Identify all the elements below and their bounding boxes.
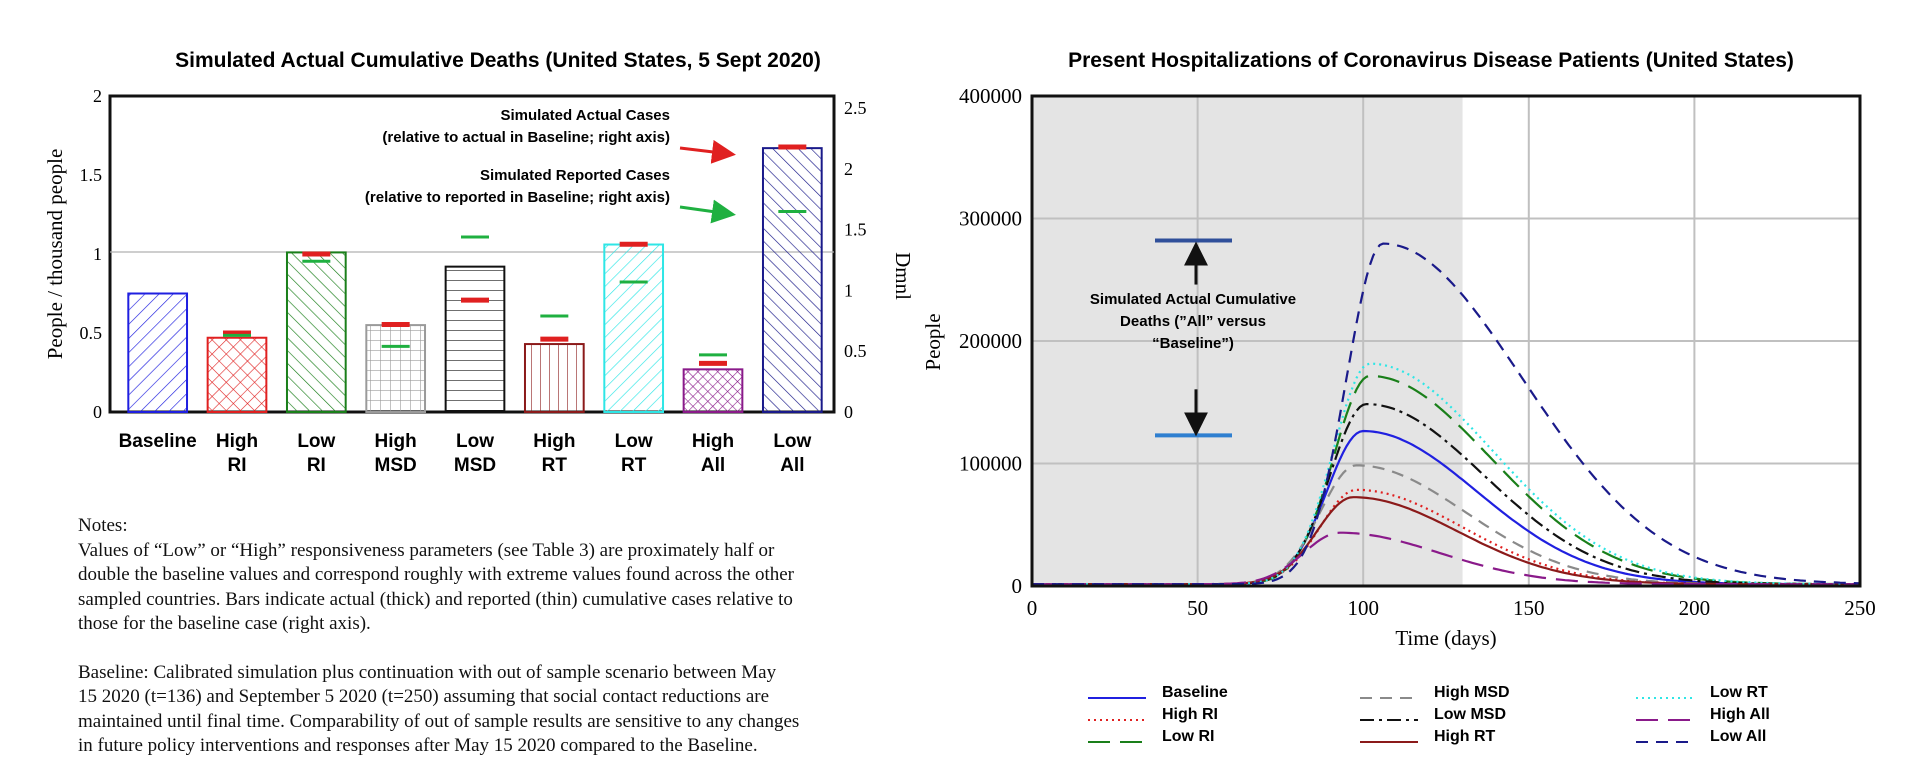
case-markers (223, 144, 807, 366)
bar-chart-title: Simulated Actual Cumulative Deaths (Unit… (175, 49, 821, 72)
notes-line: double the baseline values and correspon… (78, 564, 794, 585)
bar-category-label: High (375, 431, 417, 452)
bar (206, 336, 268, 413)
bar-left-axis-ticks: 0 0.5 1 1.5 2 (80, 86, 103, 422)
line-chart-title: Present Hospitalizations of Coronavirus … (1068, 49, 1794, 72)
bar (285, 251, 347, 413)
bar-y2-tick-label: 0.5 (844, 341, 867, 361)
bar-category-label: MSD (375, 455, 417, 476)
line-x-tick-label: 200 (1679, 596, 1711, 620)
bar-series (127, 147, 823, 414)
bar-y2-tick-label: 1 (844, 280, 853, 300)
bar-y2-tick-label: 1.5 (844, 220, 867, 240)
series-line (1032, 464, 1860, 586)
line-x-tick-label: 250 (1844, 596, 1876, 620)
bar-category-label: RI (228, 455, 247, 476)
bar-y2-axis-label: Dmnl (891, 252, 915, 300)
annotation-reported-cases-title: Simulated Reported Cases (480, 167, 670, 184)
bar-y-tick-label: 0 (93, 402, 102, 422)
line-y-tick-label: 200000 (959, 329, 1022, 353)
legend-label: Low RI (1162, 728, 1214, 745)
bar-y-tick-label: 1.5 (80, 165, 103, 185)
annotation-actual-cases-title: Simulated Actual Cases (500, 107, 670, 124)
bar-category-label: RT (621, 455, 647, 476)
bar (523, 343, 585, 413)
bar-y2-tick-label: 2.5 (844, 98, 867, 118)
bar-right-axis-ticks: 0 0.5 1 1.5 2 2.5 (844, 98, 867, 422)
legend-label: Low RT (1710, 684, 1768, 701)
line-y-tick-label: 400000 (959, 84, 1022, 108)
deaths-annotation-line2: Deaths (”All” versus (1120, 313, 1266, 330)
bar-category-label: All (701, 455, 725, 476)
series-line (1032, 242, 1860, 586)
reported-cases-arrow (679, 199, 736, 224)
line-plot-frame (1030, 94, 1862, 588)
bar-category-label: Baseline (119, 431, 197, 452)
bar-category-label: Low (297, 431, 335, 452)
deaths-annotation-line1: Simulated Actual Cumulative (1090, 291, 1296, 308)
deaths-annotation: Simulated Actual Cumulative Deaths (”All… (1090, 238, 1296, 438)
notes-heading: Notes: (78, 515, 128, 536)
line-y-tick-label: 0 (1012, 574, 1023, 598)
bar-category-label: RI (307, 455, 326, 476)
bar-category-label: High (692, 431, 734, 452)
bar (365, 324, 427, 414)
bar (682, 368, 744, 413)
bar-category-label: High (216, 431, 258, 452)
annotation-actual-cases-note: (relative to actual in Baseline; right a… (382, 129, 670, 146)
notes-line: maintained until final time. Comparabili… (78, 710, 800, 732)
bar-y-axis-label: People / thousand people (43, 149, 67, 360)
legend-label: High MSD (1434, 684, 1510, 701)
annotation-reported-cases-note: (relative to reported in Baseline; right… (365, 189, 670, 206)
notes-line: Baseline: Calibrated simulation plus con… (78, 661, 777, 683)
notes-line: in future policy interventions and respo… (78, 735, 758, 756)
deaths-annotation-line3: “Baseline”) (1152, 335, 1234, 352)
notes-line: 15 2020 (t=136) and September 5 2020 (t=… (78, 686, 770, 707)
bar (761, 147, 823, 413)
notes: Notes: Values of “Low” or “High” respons… (78, 514, 898, 759)
line-series (1032, 242, 1860, 586)
bar-y-tick-label: 0.5 (80, 323, 103, 343)
notes-line: Values of “Low” or “High” responsiveness… (78, 539, 775, 561)
line-x-tick-label: 100 (1347, 596, 1379, 620)
bar-category-label: MSD (454, 455, 496, 476)
line-y-axis-ticks: 0 100000 200000 300000 400000 (959, 84, 1022, 598)
legend-label: High RT (1434, 728, 1496, 745)
legend-label: High RI (1162, 706, 1218, 723)
line-x-axis-ticks: 0 50 100 150 200 250 (1027, 596, 1876, 620)
legend-label: High All (1710, 706, 1770, 723)
line-x-tick-label: 150 (1513, 596, 1545, 620)
actual-cases-arrow (679, 139, 736, 164)
line-x-tick-label: 50 (1187, 596, 1208, 620)
bar-y2-tick-label: 0 (844, 402, 853, 422)
bar (603, 243, 665, 413)
line-y-axis-label: People (921, 313, 945, 370)
legend-label: Low MSD (1434, 706, 1506, 723)
bar-category-label: Low (615, 431, 653, 452)
line-x-axis-label: Time (days) (1395, 626, 1496, 650)
bar-category-labels: Baseline High RI Low RI High MSD Low MSD High RT Lo… (119, 431, 812, 476)
line-x-tick-label: 0 (1027, 596, 1038, 620)
bar (444, 265, 506, 414)
legend-label: Baseline (1162, 684, 1228, 701)
bar-category-label: High (533, 431, 575, 452)
bar (127, 292, 189, 413)
notes-line: those for the baseline case (right axis)… (78, 613, 371, 634)
notes-line: sampled countries. Bars indicate actual … (78, 588, 793, 610)
bar-category-label: RT (542, 455, 568, 476)
bar-category-label: Low (773, 431, 811, 452)
legend-label: Low All (1710, 728, 1766, 745)
series-line (1032, 531, 1860, 586)
line-y-tick-label: 300000 (959, 207, 1022, 231)
bar-y-tick-label: 2 (93, 86, 102, 106)
line-y-tick-label: 100000 (959, 452, 1022, 476)
bar-y-tick-label: 1 (93, 244, 102, 264)
line-legend: Baseline High RI Low RI High MSD Low MSD High… (1088, 684, 1770, 745)
bar-category-label: Low (456, 431, 494, 452)
bar-y2-tick-label: 2 (844, 159, 853, 179)
bar-category-label: All (780, 455, 804, 476)
